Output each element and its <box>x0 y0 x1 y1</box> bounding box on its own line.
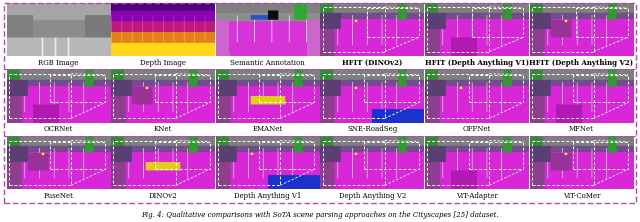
Text: Depth Image: Depth Image <box>140 59 186 67</box>
Bar <box>576 8 628 37</box>
Bar <box>51 142 105 169</box>
Bar <box>155 142 210 169</box>
Bar <box>323 141 385 185</box>
Bar <box>51 75 105 103</box>
Bar <box>532 74 594 118</box>
Text: OFFNet: OFFNet <box>463 125 491 133</box>
Bar <box>259 142 314 169</box>
Bar <box>155 75 210 103</box>
Text: EMANet: EMANet <box>253 125 283 133</box>
Bar <box>427 7 489 52</box>
Bar <box>218 74 280 118</box>
Text: HFIT (Depth Anything V1): HFIT (Depth Anything V1) <box>425 59 529 67</box>
Text: SNE-RoadSeg: SNE-RoadSeg <box>347 125 397 133</box>
Text: RGB Image: RGB Image <box>38 59 79 67</box>
Bar <box>9 141 71 185</box>
Bar <box>532 7 594 52</box>
Text: FuseNet: FuseNet <box>44 192 74 200</box>
Text: DINOv2: DINOv2 <box>149 192 177 200</box>
Text: MFNet: MFNet <box>569 125 594 133</box>
Text: OCRNet: OCRNet <box>44 125 74 133</box>
Bar <box>367 8 419 37</box>
Text: Fig. 4: Qualitative comparisons with SoTA scene parsing approaches on the Citysc: Fig. 4: Qualitative comparisons with SoT… <box>141 211 499 219</box>
Bar <box>218 141 280 185</box>
Bar <box>468 75 524 103</box>
Bar <box>472 8 524 37</box>
Bar <box>427 141 489 185</box>
Text: ViT-CoMer: ViT-CoMer <box>563 192 600 200</box>
Bar <box>113 141 175 185</box>
Text: Semantic Annotation: Semantic Annotation <box>230 59 305 67</box>
Bar <box>427 74 489 118</box>
Bar <box>9 74 71 118</box>
Bar <box>573 142 628 169</box>
Bar <box>259 75 314 103</box>
Bar <box>364 142 419 169</box>
Bar <box>573 75 628 103</box>
Bar <box>323 7 385 52</box>
Bar <box>532 141 594 185</box>
Text: HFIT (DINOv2): HFIT (DINOv2) <box>342 59 403 67</box>
Bar <box>468 142 524 169</box>
Text: ViT-Adapter: ViT-Adapter <box>456 192 498 200</box>
Text: KNet: KNet <box>154 125 172 133</box>
Text: HFIT (Depth Anything V2): HFIT (Depth Anything V2) <box>529 59 634 67</box>
Bar <box>364 75 419 103</box>
Bar <box>323 74 385 118</box>
Text: Depth Anything V1: Depth Anything V1 <box>234 192 301 200</box>
Text: Depth Anything V2: Depth Anything V2 <box>339 192 406 200</box>
Bar <box>113 74 175 118</box>
